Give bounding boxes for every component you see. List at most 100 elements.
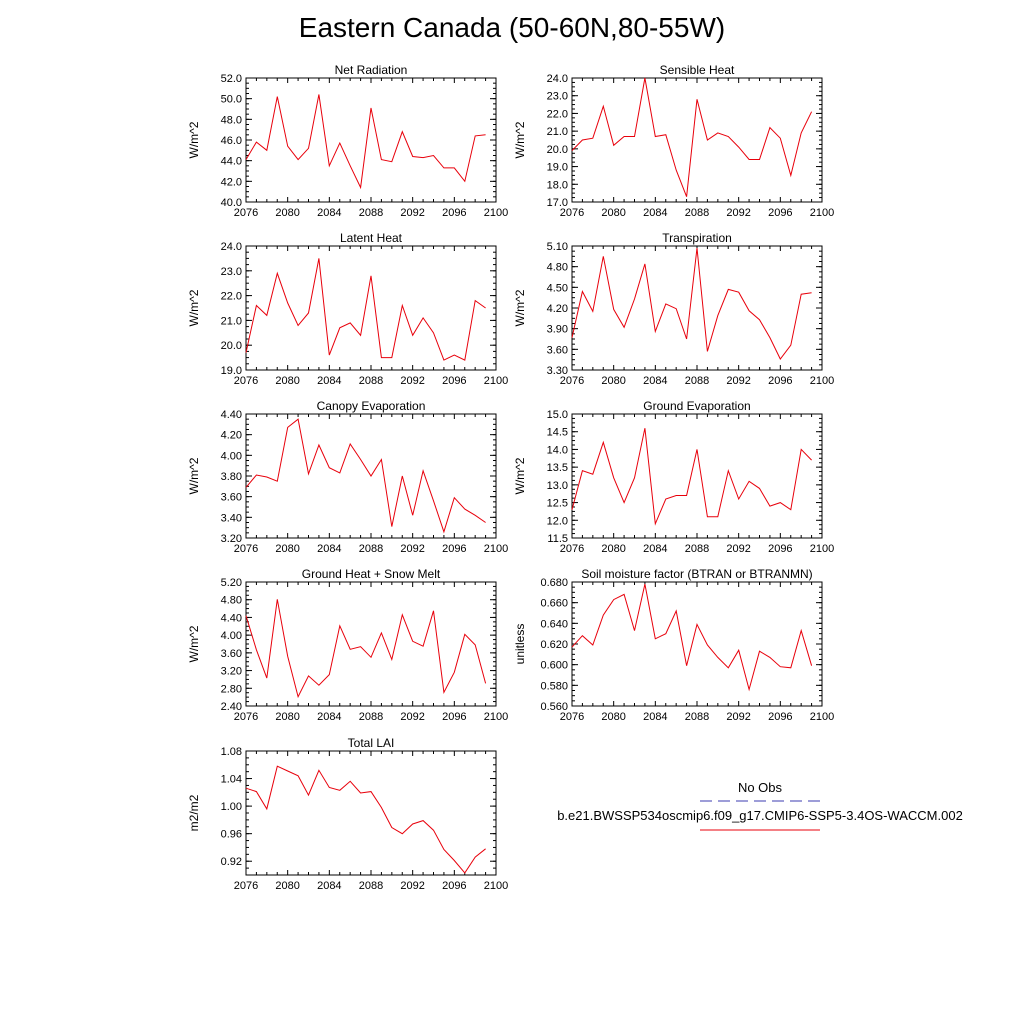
- y-tick-label: 11.5: [547, 533, 568, 545]
- y-tick-label: 3.20: [221, 666, 242, 678]
- y-tick-label: 52.0: [221, 73, 242, 85]
- plot-frame: [571, 581, 823, 707]
- y-tick-label: 24.0: [547, 73, 568, 85]
- x-tick-label: 2092: [400, 207, 424, 219]
- x-tick-label: 2088: [359, 375, 383, 387]
- y-tick-label: 1.08: [221, 746, 242, 758]
- y-tick-label: 15.0: [547, 409, 568, 421]
- y-tick-label: 4.80: [547, 262, 568, 274]
- plot-frame: [571, 245, 823, 371]
- x-tick-label: 2084: [317, 711, 341, 723]
- x-tick-label: 2080: [275, 207, 299, 219]
- panel-title: Total LAI: [348, 736, 395, 750]
- y-tick-label: 3.40: [221, 512, 242, 524]
- y-tick-label: 3.20: [221, 533, 242, 545]
- x-tick-label: 2088: [685, 375, 709, 387]
- y-tick-label: 24.0: [221, 241, 242, 253]
- x-tick-label: 2084: [317, 375, 341, 387]
- y-tick-label: 50.0: [221, 94, 242, 106]
- x-tick-label: 2080: [601, 711, 625, 723]
- y-tick-label: 48.0: [221, 114, 242, 126]
- y-axis-label: unitless: [513, 624, 527, 665]
- y-tick-label: 3.60: [221, 492, 242, 504]
- y-tick-label: 3.90: [547, 324, 568, 336]
- y-tick-label: 4.40: [221, 409, 242, 421]
- y-tick-label: 44.0: [221, 156, 242, 168]
- series-line: [245, 258, 486, 361]
- y-tick-label: 0.640: [540, 618, 568, 630]
- y-tick-label: 4.40: [221, 612, 242, 624]
- y-tick-label: 20.0: [547, 144, 568, 156]
- x-tick-label: 2076: [234, 375, 258, 387]
- x-tick-label: 2096: [442, 375, 466, 387]
- y-tick-label: 1.04: [221, 774, 242, 786]
- y-tick-label: 23.0: [547, 91, 568, 103]
- x-tick-label: 2088: [685, 711, 709, 723]
- x-tick-label: 2096: [768, 375, 792, 387]
- y-tick-label: 13.0: [547, 480, 568, 492]
- panel-title: Canopy Evaporation: [317, 399, 426, 413]
- plot-frame: [245, 581, 497, 707]
- y-tick-label: 5.10: [547, 241, 568, 253]
- y-axis-label: W/m^2: [513, 457, 527, 494]
- y-tick-label: 18.0: [547, 179, 568, 191]
- x-tick-label: 2092: [726, 375, 750, 387]
- y-tick-label: 4.00: [221, 450, 242, 462]
- y-axis-label: W/m^2: [187, 457, 201, 494]
- y-axis-label: W/m^2: [187, 289, 201, 326]
- panel-6: Ground Evaporation W/m^2 2076 2080 2084 2088 2…: [513, 399, 834, 555]
- series-line: [571, 77, 813, 197]
- x-tick-label: 2076: [560, 207, 584, 219]
- y-tick-label: 4.20: [547, 303, 568, 315]
- x-tick-label: 2092: [400, 711, 424, 723]
- x-tick-label: 2080: [275, 375, 299, 387]
- y-tick-label: 14.0: [547, 444, 568, 456]
- y-tick-label: 1.00: [221, 801, 242, 813]
- y-tick-label: 17.0: [547, 197, 568, 209]
- x-tick-label: 2088: [359, 711, 383, 723]
- panel-title: Transpiration: [662, 231, 732, 245]
- x-tick-label: 2076: [234, 543, 258, 555]
- y-tick-label: 4.00: [221, 630, 242, 642]
- y-tick-label: 0.660: [540, 598, 568, 610]
- panel-9: Total LAI m2/m2 2076 2080 2084 2088 2092 2096 21…: [187, 736, 508, 892]
- legend: No Obs b.e21.BWSSP534oscmip6.f09_g17.CMIP…: [557, 780, 963, 831]
- x-tick-label: 2092: [726, 711, 750, 723]
- y-tick-label: 20.0: [221, 340, 242, 352]
- plot-frame: [571, 77, 823, 203]
- x-tick-label: 2088: [359, 543, 383, 555]
- y-tick-label: 0.600: [540, 660, 568, 672]
- y-tick-label: 22.0: [547, 108, 568, 120]
- x-tick-label: 2076: [560, 543, 584, 555]
- panel-7: Ground Heat + Snow Melt W/m^2 2076 2080 2084…: [187, 567, 508, 723]
- y-axis-label: W/m^2: [187, 625, 201, 662]
- x-tick-label: 2096: [768, 207, 792, 219]
- x-tick-label: 2088: [359, 207, 383, 219]
- y-tick-label: 21.0: [547, 126, 568, 138]
- x-tick-label: 2100: [810, 543, 834, 555]
- x-tick-label: 2080: [275, 543, 299, 555]
- panel-2: Sensible Heat W/m^2 2076 2080 2084 2088 2092 20…: [513, 63, 834, 219]
- x-tick-label: 2100: [810, 207, 834, 219]
- y-tick-label: 0.92: [221, 856, 242, 868]
- x-tick-label: 2092: [400, 375, 424, 387]
- plot-frame: [245, 77, 497, 203]
- y-axis-label: W/m^2: [513, 121, 527, 158]
- y-tick-label: 12.0: [547, 515, 568, 527]
- x-tick-label: 2092: [400, 543, 424, 555]
- x-tick-label: 2100: [810, 375, 834, 387]
- series-line: [245, 94, 486, 190]
- panel-title: Net Radiation: [335, 63, 408, 77]
- y-tick-label: 2.80: [221, 683, 242, 695]
- y-tick-label: 22.0: [221, 291, 242, 303]
- y-tick-label: 19.0: [547, 162, 568, 174]
- y-tick-label: 46.0: [221, 135, 242, 147]
- x-tick-label: 2084: [643, 543, 667, 555]
- panel-5: Canopy Evaporation W/m^2 2076 2080 2084 2088 2…: [187, 399, 508, 555]
- y-tick-label: 4.80: [221, 595, 242, 607]
- x-tick-label: 2076: [234, 880, 258, 892]
- panel-title: Ground Evaporation: [643, 399, 750, 413]
- x-tick-label: 2080: [275, 880, 299, 892]
- legend-obs-label: No Obs: [738, 780, 783, 795]
